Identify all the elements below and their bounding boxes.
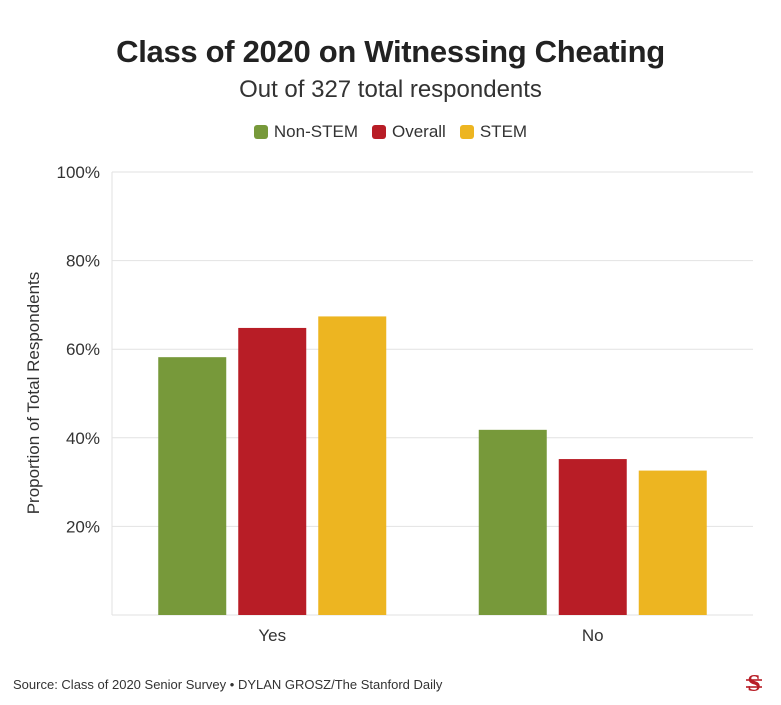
bar-no-stem[interactable] (638, 470, 707, 615)
legend-item-stem[interactable]: STEM (459, 122, 528, 142)
x-tick-label: Yes (258, 626, 286, 645)
bar-no-overall[interactable] (558, 459, 627, 615)
x-axis-ticks: Yes No (258, 626, 603, 645)
legend-label-non-stem: Non-STEM (273, 122, 358, 141)
chart-legend: Non-STEM Overall STEM (0, 122, 781, 142)
y-tick-label: 60% (66, 340, 100, 359)
chart-bars (158, 316, 707, 615)
y-axis-label: Proportion of Total Respondents (24, 272, 43, 515)
legend-label-overall: Overall (391, 122, 446, 141)
bar-yes-stem[interactable] (318, 316, 387, 615)
y-tick-label: 40% (66, 429, 100, 448)
chart-title: Class of 2020 on Witnessing Cheating (116, 34, 665, 69)
legend-swatch-non-stem (253, 125, 268, 139)
svg-text:S: S (747, 671, 760, 696)
source-credit: Source: Class of 2020 Senior Survey • DY… (13, 677, 443, 692)
stanford-daily-s-logo-icon: S (746, 671, 762, 696)
legend-item-non-stem[interactable]: Non-STEM (253, 122, 358, 142)
bar-yes-non-stem[interactable] (158, 357, 227, 615)
y-tick-label: 80% (66, 252, 100, 271)
legend-swatch-stem (459, 125, 474, 139)
legend-item-overall[interactable]: Overall (371, 122, 446, 142)
y-tick-label: 100% (57, 163, 100, 182)
chart-subtitle: Out of 327 total respondents (239, 76, 542, 103)
legend-swatch-overall (371, 125, 386, 139)
x-tick-label: No (582, 626, 604, 645)
y-tick-label: 20% (66, 517, 100, 536)
bar-yes-overall[interactable] (238, 327, 307, 615)
y-axis-ticks: 20% 40% 60% 80% 100% (57, 163, 100, 536)
legend-label-stem: STEM (479, 122, 528, 141)
bar-no-non-stem[interactable] (478, 429, 547, 615)
